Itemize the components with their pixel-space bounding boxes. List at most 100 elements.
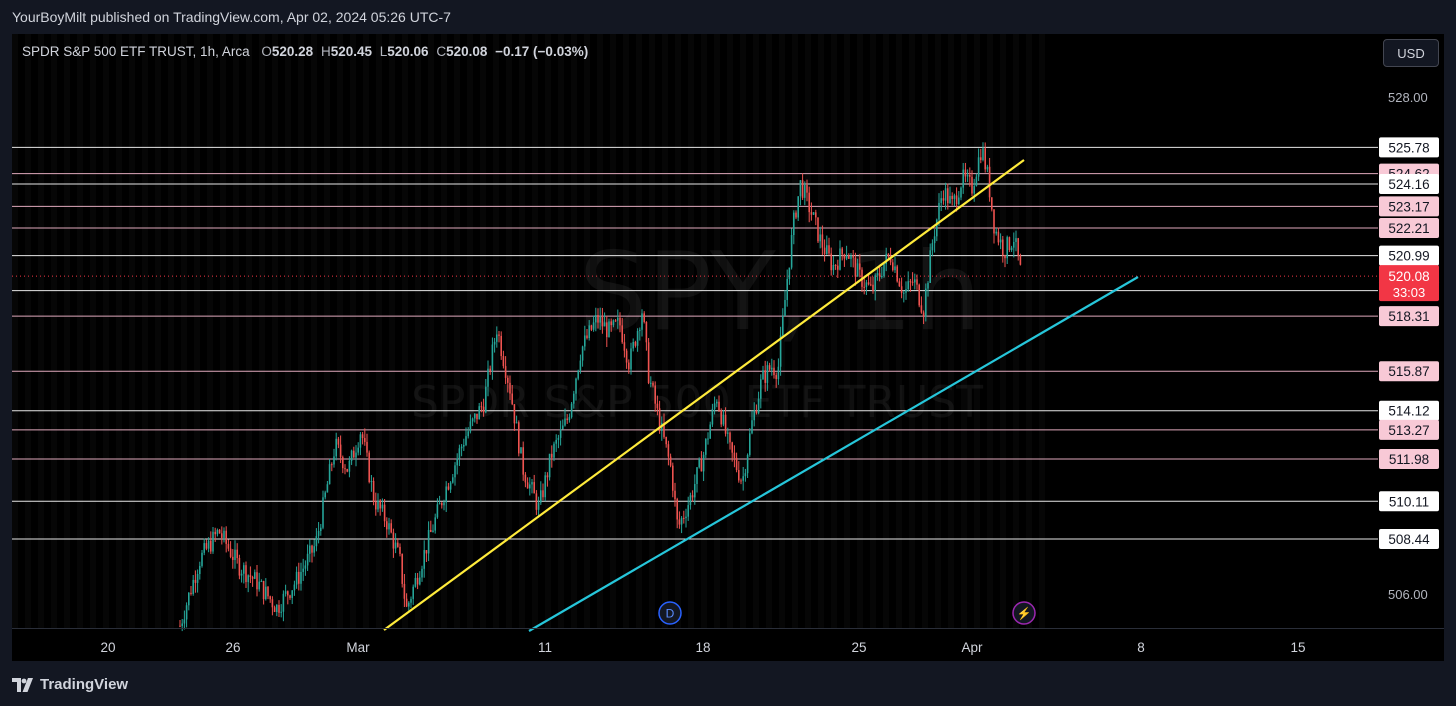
- candle-body: [388, 523, 390, 530]
- candle-body: [562, 425, 564, 430]
- time-tick-label: 20: [100, 640, 115, 655]
- price-tick-label: 506.00: [1388, 587, 1428, 602]
- candle-body: [674, 490, 676, 500]
- candle-body: [830, 253, 832, 271]
- candle-body: [801, 180, 804, 198]
- candle-body: [986, 166, 989, 170]
- candle-body: [234, 549, 236, 561]
- candle-body: [619, 317, 621, 326]
- candle-body: [727, 432, 729, 434]
- candle-body: [254, 572, 256, 579]
- candle-body: [658, 408, 661, 432]
- candle-body: [397, 542, 399, 547]
- level-price-label: 523.17: [1388, 199, 1429, 214]
- candle-body: [357, 447, 359, 453]
- candle-body: [427, 529, 430, 554]
- candle-body: [672, 465, 674, 491]
- candle-body: [471, 418, 474, 422]
- candle-body: [625, 350, 628, 363]
- candle-body: [302, 568, 304, 572]
- candle-body: [823, 247, 826, 255]
- candle-body: [419, 577, 421, 585]
- candle-body: [812, 212, 815, 215]
- candle-body: [850, 255, 852, 259]
- candle-body: [977, 157, 980, 177]
- candle-body: [595, 314, 597, 323]
- candle-body: [623, 342, 626, 351]
- level-price-tag: [1379, 137, 1439, 158]
- candle-body: [746, 454, 749, 474]
- level-price-label: 508.44: [1388, 532, 1430, 547]
- candle-body: [975, 176, 978, 186]
- candle-body: [280, 611, 282, 613]
- candle-body: [779, 335, 782, 367]
- tradingview-brand: TradingView: [40, 676, 129, 693]
- tradingview-logo-icon: [12, 677, 33, 692]
- candle-body: [999, 239, 1002, 243]
- candle-body: [581, 346, 584, 361]
- candle-body: [874, 275, 876, 291]
- candle-body: [256, 572, 258, 590]
- candle-body: [328, 464, 331, 485]
- chart-area[interactable]: SPY, 1h SPDR S&P 500 ETF TRUST D⚡ 530.00…: [12, 34, 1444, 661]
- candle-body: [183, 619, 186, 624]
- candle-body: [696, 467, 698, 485]
- candle-body: [854, 257, 857, 277]
- lower-trendline: [528, 276, 1139, 632]
- candle-body: [909, 281, 912, 283]
- candle-body: [443, 502, 445, 506]
- candle-body: [588, 325, 590, 339]
- price-chart[interactable]: SPY, 1h SPDR S&P 500 ETF TRUST D⚡ 530.00…: [12, 34, 1444, 661]
- candle-body: [368, 452, 370, 483]
- candle-body: [669, 456, 672, 466]
- candle-body: [533, 482, 535, 494]
- legend-change: −0.17 (−0.03%): [495, 44, 589, 59]
- level-price-label: 520.99: [1388, 249, 1429, 264]
- candle-body: [1010, 247, 1013, 251]
- candle-body: [757, 398, 760, 414]
- candle-body: [938, 202, 940, 220]
- candle-body: [518, 422, 520, 454]
- candle-body: [513, 404, 516, 424]
- candle-body: [410, 598, 412, 603]
- candle-body: [262, 581, 265, 600]
- candle-body: [190, 592, 192, 594]
- candle-body: [982, 148, 984, 161]
- candle-body: [599, 316, 601, 323]
- level-price-tag: [1379, 449, 1439, 470]
- candle-body: [1015, 238, 1017, 242]
- candle-body: [911, 281, 914, 283]
- level-price-label: 510.11: [1389, 494, 1429, 509]
- candle-body: [936, 219, 938, 237]
- candle-body: [898, 281, 901, 287]
- time-tick-label: 26: [225, 640, 240, 655]
- candle-body: [221, 533, 223, 538]
- candle-body: [997, 231, 1000, 243]
- candle-body: [460, 446, 463, 449]
- symbol-legend[interactable]: SPDR S&P 500 ETF TRUST, 1h, Arca O520.28…: [22, 44, 588, 59]
- candle-body: [212, 531, 214, 552]
- candle-body: [227, 543, 230, 549]
- candle-body: [771, 367, 773, 370]
- time-tick-label: 18: [695, 640, 710, 655]
- candle-body: [553, 443, 555, 458]
- candle-body: [698, 459, 700, 468]
- candle-body: [526, 482, 529, 489]
- candle-body: [573, 393, 575, 404]
- candle-body: [722, 414, 725, 425]
- candle-body: [489, 368, 491, 371]
- tradingview-logo[interactable]: TradingView: [12, 676, 128, 693]
- candle-body: [641, 313, 643, 330]
- candle-body: [777, 366, 780, 380]
- candle-body: [881, 276, 883, 278]
- candle-body: [179, 625, 181, 627]
- candle-body: [1004, 255, 1006, 259]
- currency-button[interactable]: USD: [1383, 39, 1439, 67]
- candle-body: [678, 519, 681, 525]
- candle-body: [300, 571, 302, 584]
- candle-body: [438, 503, 441, 505]
- candle-body: [632, 342, 634, 349]
- event-marker: [1012, 601, 1036, 625]
- candle-body: [643, 313, 645, 323]
- level-price-label: 525.78: [1388, 140, 1429, 155]
